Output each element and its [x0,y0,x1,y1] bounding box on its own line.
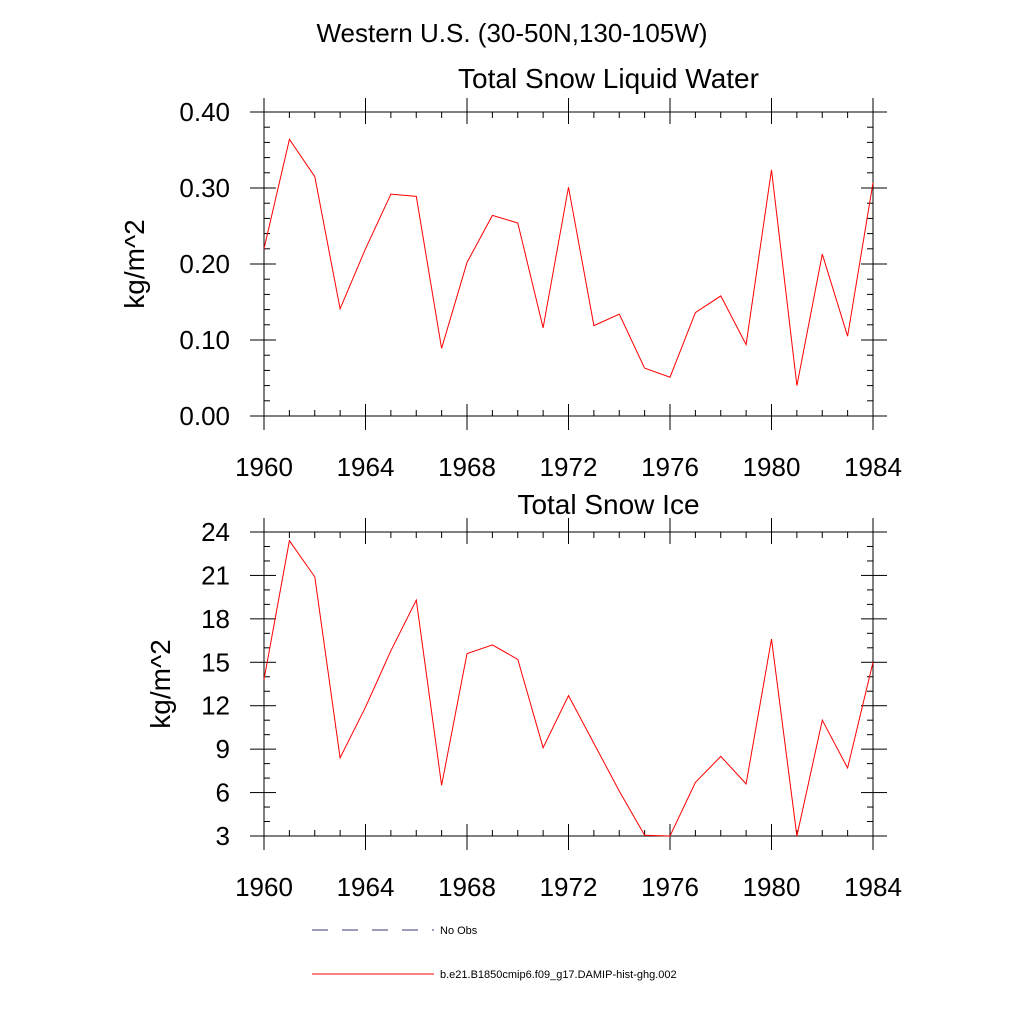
y-tick-label: 0.30 [179,173,230,203]
x-tick-label: 1972 [540,452,598,482]
series-line [263,138,874,386]
x-tick-label: 1960 [235,872,293,902]
x-tick-label: 1972 [540,872,598,902]
x-tick-label: 1976 [641,452,699,482]
x-tick-label: 1984 [844,452,902,482]
x-tick-label: 1980 [743,452,801,482]
y-tick-label: 0.10 [179,325,230,355]
y-tick-label: 6 [216,778,230,808]
legend-label-model-run: b.e21.B1850cmip6.f09_g17.DAMIP-hist-ghg.… [440,969,677,981]
x-tick-label: 1968 [438,872,496,902]
y-axis-label: kg/m^2 [145,639,176,728]
y-tick-label: 21 [201,560,230,590]
chart-panel-snow-liquid-water: Total Snow Liquid Water kg/m^2 1960 1964 196… [119,63,902,482]
y-axis-label: kg/m^2 [119,219,150,308]
chart-title: Total Snow Liquid Water [458,63,759,94]
x-tick-label: 1976 [641,872,699,902]
y-tick-label: 0.20 [179,249,230,279]
x-tick-label: 1960 [235,452,293,482]
legend: No Obs b.e21.B1850cmip6.f09_g17.DAMIP-hi… [312,925,677,981]
y-tick-label: 18 [201,604,230,634]
figure-suptitle: Western U.S. (30-50N,130-105W) [316,18,707,48]
chart-title: Total Snow Ice [517,489,699,520]
chart-panel-snow-ice: Total Snow Ice kg/m^2 1960 1964 1968 1972 1976… [145,489,902,902]
x-tick-label: 1968 [438,452,496,482]
legend-label-no-obs: No Obs [440,925,478,937]
x-tick-label: 1980 [743,872,801,902]
y-tick-label: 24 [201,517,230,547]
y-tick-label: 0.40 [179,97,230,127]
x-tick-label: 1984 [844,872,902,902]
y-tick-label: 3 [216,821,230,851]
x-tick-label: 1964 [337,872,395,902]
y-tick-label: 9 [216,734,230,764]
y-tick-label: 0.00 [179,401,230,431]
y-tick-label: 15 [201,647,230,677]
y-tick-label: 12 [201,691,230,721]
series-line [263,539,874,837]
x-tick-label: 1964 [337,452,395,482]
